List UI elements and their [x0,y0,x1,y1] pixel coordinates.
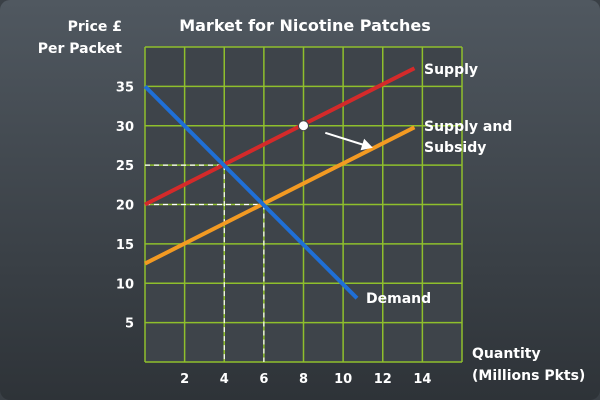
y-tick-label: 5 [125,317,134,332]
x-tick-label: 12 [374,372,392,387]
annotation-arrow-head [360,138,373,151]
y-tick-label: 25 [116,159,134,174]
y-axis-label-line1: Price £ [68,19,122,35]
y-tick-label: 10 [116,277,134,292]
y-tick-label: 20 [116,199,134,214]
x-tick-label: 10 [334,372,352,387]
x-tick-label: 14 [413,372,431,387]
x-tick-label: 8 [299,372,308,387]
y-axis-label-line2: Per Packet [38,41,123,57]
series-line-demand [143,84,359,300]
y-tick-label: 15 [116,238,134,253]
legend-label-demand: Demand [366,291,431,307]
x-tick-label: 6 [259,372,268,387]
y-tick-label: 30 [116,120,134,135]
chart-title: Market for Nicotine Patches [179,16,431,35]
series-line-supply [144,66,416,207]
x-axis-label-line2: (Millions Pkts) [472,368,585,384]
annotation-arrow-shaft [324,131,368,147]
x-tick-label: 4 [220,372,229,387]
supply-marker-point [298,120,309,132]
legend-label-supply-subsidy-line1: Supply and [424,119,512,135]
series-line-supply-and-subsidy [144,125,416,266]
x-tick-label: 2 [180,372,189,387]
legend-label-supply-subsidy-line2: Subsidy [424,140,486,156]
legend-label-supply: Supply [424,62,478,78]
x-axis-label-line1: Quantity [472,346,541,362]
y-tick-label: 35 [116,80,134,95]
